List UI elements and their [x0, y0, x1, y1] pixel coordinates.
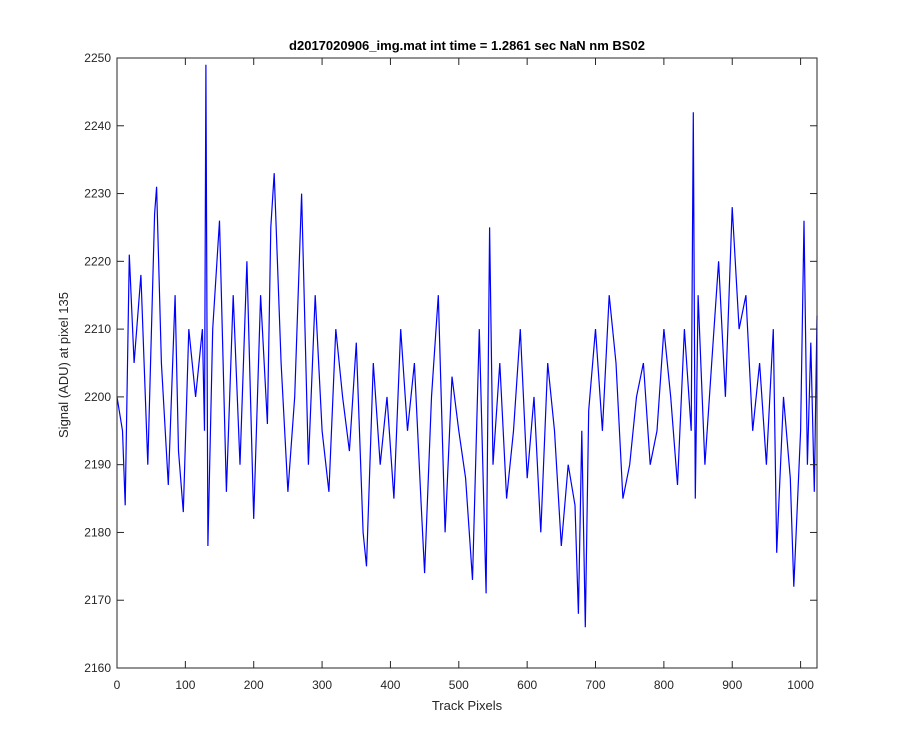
plot-area — [116, 57, 818, 669]
x-tick-label: 600 — [517, 678, 537, 692]
x-tick-label: 300 — [312, 678, 332, 692]
series-line-0 — [116, 64, 818, 628]
y-axis: 2160 2170 2180 2190 2200 2210 2220 2230 2240 2250 — [84, 51, 817, 675]
y-tick-label: 2180 — [84, 525, 111, 539]
x-tick-label: 900 — [722, 678, 742, 692]
y-tick-label: 2210 — [84, 322, 111, 336]
x-tick-label: 700 — [586, 678, 606, 692]
x-tick-label: 100 — [175, 678, 195, 692]
y-tick-label: 2160 — [84, 661, 111, 675]
x-tick-label: 400 — [380, 678, 400, 692]
x-axis: 0 100 200 300 400 500 600 700 800 900 1000 — [114, 58, 814, 692]
x-axis-label: Track Pixels — [432, 698, 503, 713]
y-tick-label: 2230 — [84, 187, 111, 201]
y-tick-label: 2170 — [84, 593, 111, 607]
x-tick-label: 0 — [114, 678, 121, 692]
axes-box — [116, 57, 818, 669]
y-tick-label: 2190 — [84, 458, 111, 472]
y-tick-label: 2220 — [84, 254, 111, 268]
y-axis-label: Signal (ADU) at pixel 135 — [56, 292, 71, 438]
y-tick-label: 2250 — [84, 51, 111, 65]
x-tick-label: 500 — [449, 678, 469, 692]
x-tick-label: 1000 — [787, 678, 814, 692]
chart-title: d2017020906_img.mat int time = 1.2861 se… — [289, 38, 645, 53]
y-tick-label: 2240 — [84, 119, 111, 133]
y-tick-label: 2200 — [84, 390, 111, 404]
x-tick-label: 200 — [244, 678, 264, 692]
x-tick-label: 800 — [654, 678, 674, 692]
